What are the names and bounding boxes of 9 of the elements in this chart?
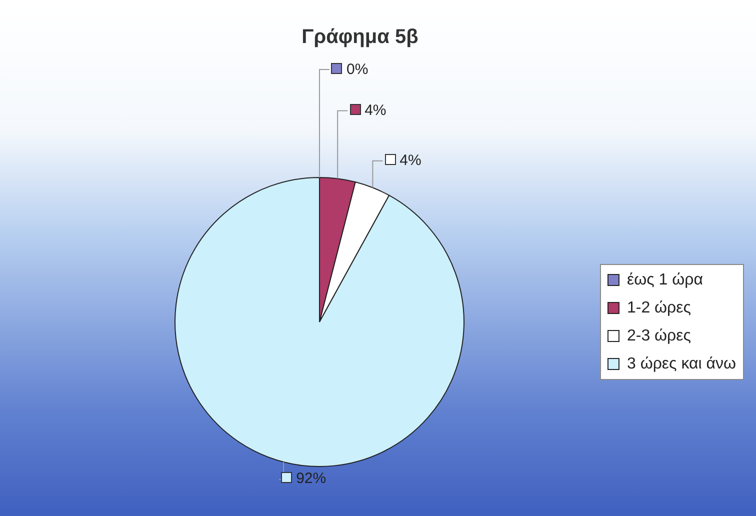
chart-title: Γράφημα 5β: [300, 26, 420, 49]
legend-label: έως 1 ώρα: [626, 271, 703, 288]
legend-label: 1-2 ώρες: [626, 299, 692, 316]
text: 0%: [346, 60, 368, 78]
legend-label: 3 ώρες και άνω: [626, 355, 736, 372]
data-label: 4%: [398, 152, 422, 169]
data-label: 92%: [295, 470, 326, 488]
legend-label: 2-3 ώρες: [626, 327, 692, 344]
data-label: 4%: [364, 102, 386, 119]
